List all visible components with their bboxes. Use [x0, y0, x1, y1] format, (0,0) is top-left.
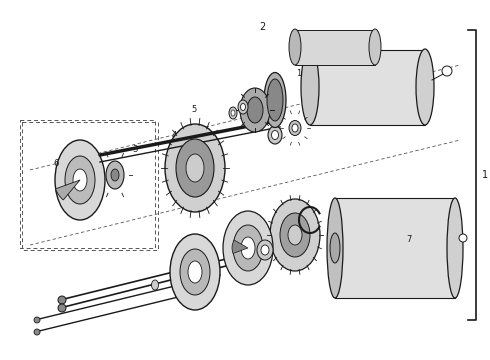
Ellipse shape [289, 29, 301, 65]
Ellipse shape [288, 225, 302, 245]
Circle shape [34, 317, 40, 323]
Ellipse shape [257, 240, 273, 260]
Ellipse shape [241, 237, 255, 259]
Ellipse shape [188, 261, 202, 283]
Ellipse shape [268, 126, 282, 144]
Ellipse shape [238, 100, 248, 114]
Text: 7: 7 [407, 235, 412, 244]
Ellipse shape [327, 198, 343, 298]
Ellipse shape [289, 121, 301, 135]
Text: 2: 2 [259, 22, 265, 32]
Wedge shape [232, 240, 248, 253]
Polygon shape [295, 30, 375, 65]
Ellipse shape [180, 249, 210, 295]
Ellipse shape [240, 88, 270, 132]
Ellipse shape [416, 49, 434, 125]
Ellipse shape [292, 124, 298, 132]
Ellipse shape [271, 131, 278, 140]
Ellipse shape [151, 280, 158, 290]
Ellipse shape [330, 233, 340, 263]
Ellipse shape [65, 156, 95, 204]
Polygon shape [335, 198, 455, 298]
Circle shape [442, 66, 452, 76]
Ellipse shape [73, 169, 87, 191]
Ellipse shape [111, 169, 119, 181]
Ellipse shape [301, 49, 319, 125]
Ellipse shape [186, 154, 204, 182]
Text: 8: 8 [309, 222, 314, 231]
Ellipse shape [264, 72, 286, 127]
Ellipse shape [280, 213, 310, 257]
Wedge shape [55, 180, 80, 200]
Ellipse shape [55, 140, 105, 220]
Ellipse shape [170, 234, 220, 310]
Ellipse shape [223, 211, 273, 285]
Ellipse shape [369, 29, 381, 65]
Ellipse shape [447, 198, 463, 298]
Text: 4: 4 [172, 131, 176, 140]
Circle shape [58, 296, 66, 304]
Ellipse shape [241, 104, 245, 111]
Circle shape [34, 329, 40, 335]
Ellipse shape [106, 161, 124, 189]
Ellipse shape [231, 110, 235, 116]
Ellipse shape [270, 199, 320, 271]
Ellipse shape [165, 124, 225, 212]
Ellipse shape [261, 245, 269, 255]
Ellipse shape [247, 97, 263, 123]
Text: 9: 9 [255, 248, 260, 256]
Ellipse shape [233, 225, 263, 271]
Ellipse shape [229, 107, 237, 119]
Text: 3: 3 [132, 145, 137, 154]
Text: 1: 1 [482, 170, 488, 180]
Text: 11: 11 [176, 287, 187, 296]
Text: 10: 10 [257, 253, 268, 262]
Circle shape [459, 234, 467, 242]
Polygon shape [310, 50, 425, 125]
Ellipse shape [176, 139, 214, 197]
Circle shape [58, 304, 66, 312]
Ellipse shape [267, 79, 283, 121]
Text: 6: 6 [54, 159, 59, 168]
Text: 5: 5 [191, 105, 196, 114]
Text: 10: 10 [296, 69, 307, 78]
